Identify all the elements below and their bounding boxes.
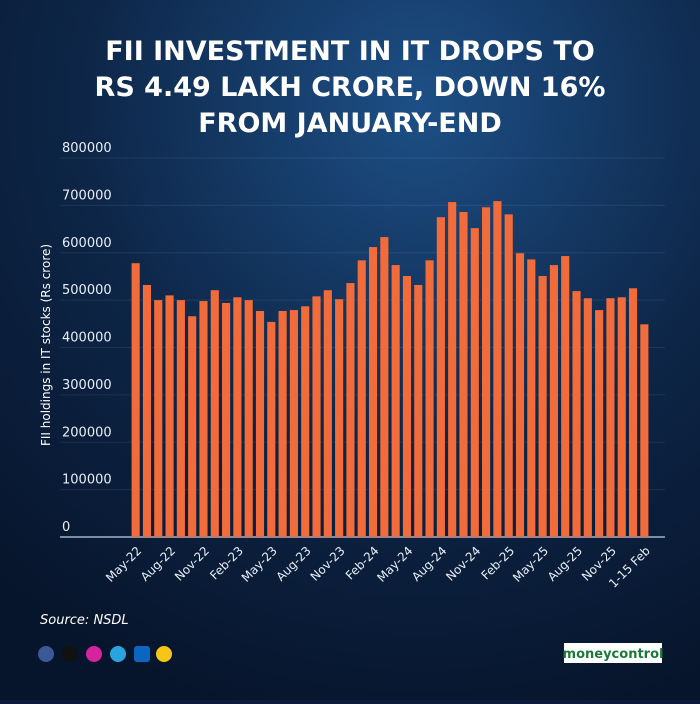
bar — [436, 217, 445, 537]
icon — [110, 646, 126, 662]
bar — [255, 311, 265, 537]
y-tick-label: 0 — [62, 520, 70, 535]
bar — [323, 290, 332, 537]
y-tick-label: 500000 — [62, 283, 112, 298]
bar — [278, 311, 287, 537]
bar — [154, 300, 163, 537]
bar — [504, 214, 513, 537]
bar — [301, 306, 310, 537]
icon — [86, 646, 102, 662]
chart-title: FROM JANUARY-END — [198, 108, 502, 139]
brand-box — [564, 643, 662, 663]
bar — [470, 228, 479, 538]
icon — [62, 646, 78, 662]
bar — [595, 310, 604, 537]
bar — [380, 237, 389, 537]
bar — [368, 247, 378, 537]
chart-title: RS 4.49 LAKH CRORE, DOWN 16% — [95, 72, 606, 103]
y-tick-label: 700000 — [62, 188, 112, 203]
bar — [312, 296, 321, 537]
bar — [244, 300, 253, 537]
bar — [289, 310, 298, 537]
icon — [134, 646, 150, 662]
bar — [549, 265, 558, 537]
bar — [425, 260, 434, 537]
bar — [482, 207, 491, 537]
bar — [233, 297, 242, 537]
bar — [572, 291, 581, 537]
bar — [142, 284, 152, 537]
bar — [402, 275, 412, 537]
y-tick-label: 800000 — [62, 141, 112, 156]
bar — [527, 259, 536, 537]
source: Source: NSDL — [40, 613, 129, 628]
chart-title: FII INVESTMENT IN IT DROPS TO — [105, 36, 595, 67]
bar — [538, 275, 547, 537]
bar — [346, 283, 355, 537]
y-tick-label: 300000 — [62, 378, 112, 393]
icon — [38, 646, 54, 662]
y-tick-label: 600000 — [62, 236, 112, 251]
y-axis-title: FII holdings in IT stocks (Rs crore) — [39, 244, 53, 446]
icon — [156, 646, 172, 662]
y-tick-label: 100000 — [62, 473, 112, 488]
bar — [199, 301, 208, 537]
social-icons — [38, 646, 172, 662]
bar — [448, 202, 457, 537]
bar — [267, 321, 276, 537]
bar — [561, 256, 570, 537]
bar — [628, 288, 638, 537]
bar — [357, 260, 366, 537]
y-tick-label: 200000 — [62, 425, 112, 440]
bar — [222, 302, 231, 537]
bar — [617, 297, 626, 537]
bar — [391, 265, 400, 537]
y-tick-label: 400000 — [62, 331, 112, 346]
bar — [210, 290, 219, 537]
bar — [188, 316, 197, 537]
bar — [493, 201, 502, 537]
bar — [165, 295, 174, 537]
bar — [640, 324, 649, 537]
bar — [606, 298, 615, 537]
bar — [131, 263, 140, 537]
bar — [459, 212, 468, 537]
bar — [515, 253, 525, 537]
bar — [414, 284, 423, 537]
bar — [176, 300, 185, 537]
bar — [583, 298, 592, 537]
brand: moneycontrol — [563, 647, 664, 662]
bar — [335, 299, 344, 537]
